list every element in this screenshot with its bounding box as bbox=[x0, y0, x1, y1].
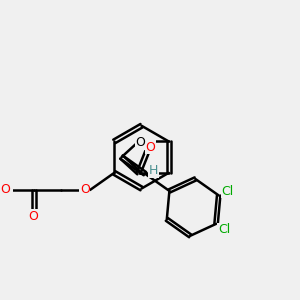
Text: O: O bbox=[135, 136, 145, 149]
Text: H: H bbox=[149, 164, 158, 177]
Text: Cl: Cl bbox=[218, 223, 230, 236]
Text: O: O bbox=[0, 184, 10, 196]
Text: O: O bbox=[80, 184, 90, 196]
Text: O: O bbox=[28, 210, 38, 223]
Text: O: O bbox=[145, 141, 155, 154]
Text: Cl: Cl bbox=[222, 185, 234, 198]
